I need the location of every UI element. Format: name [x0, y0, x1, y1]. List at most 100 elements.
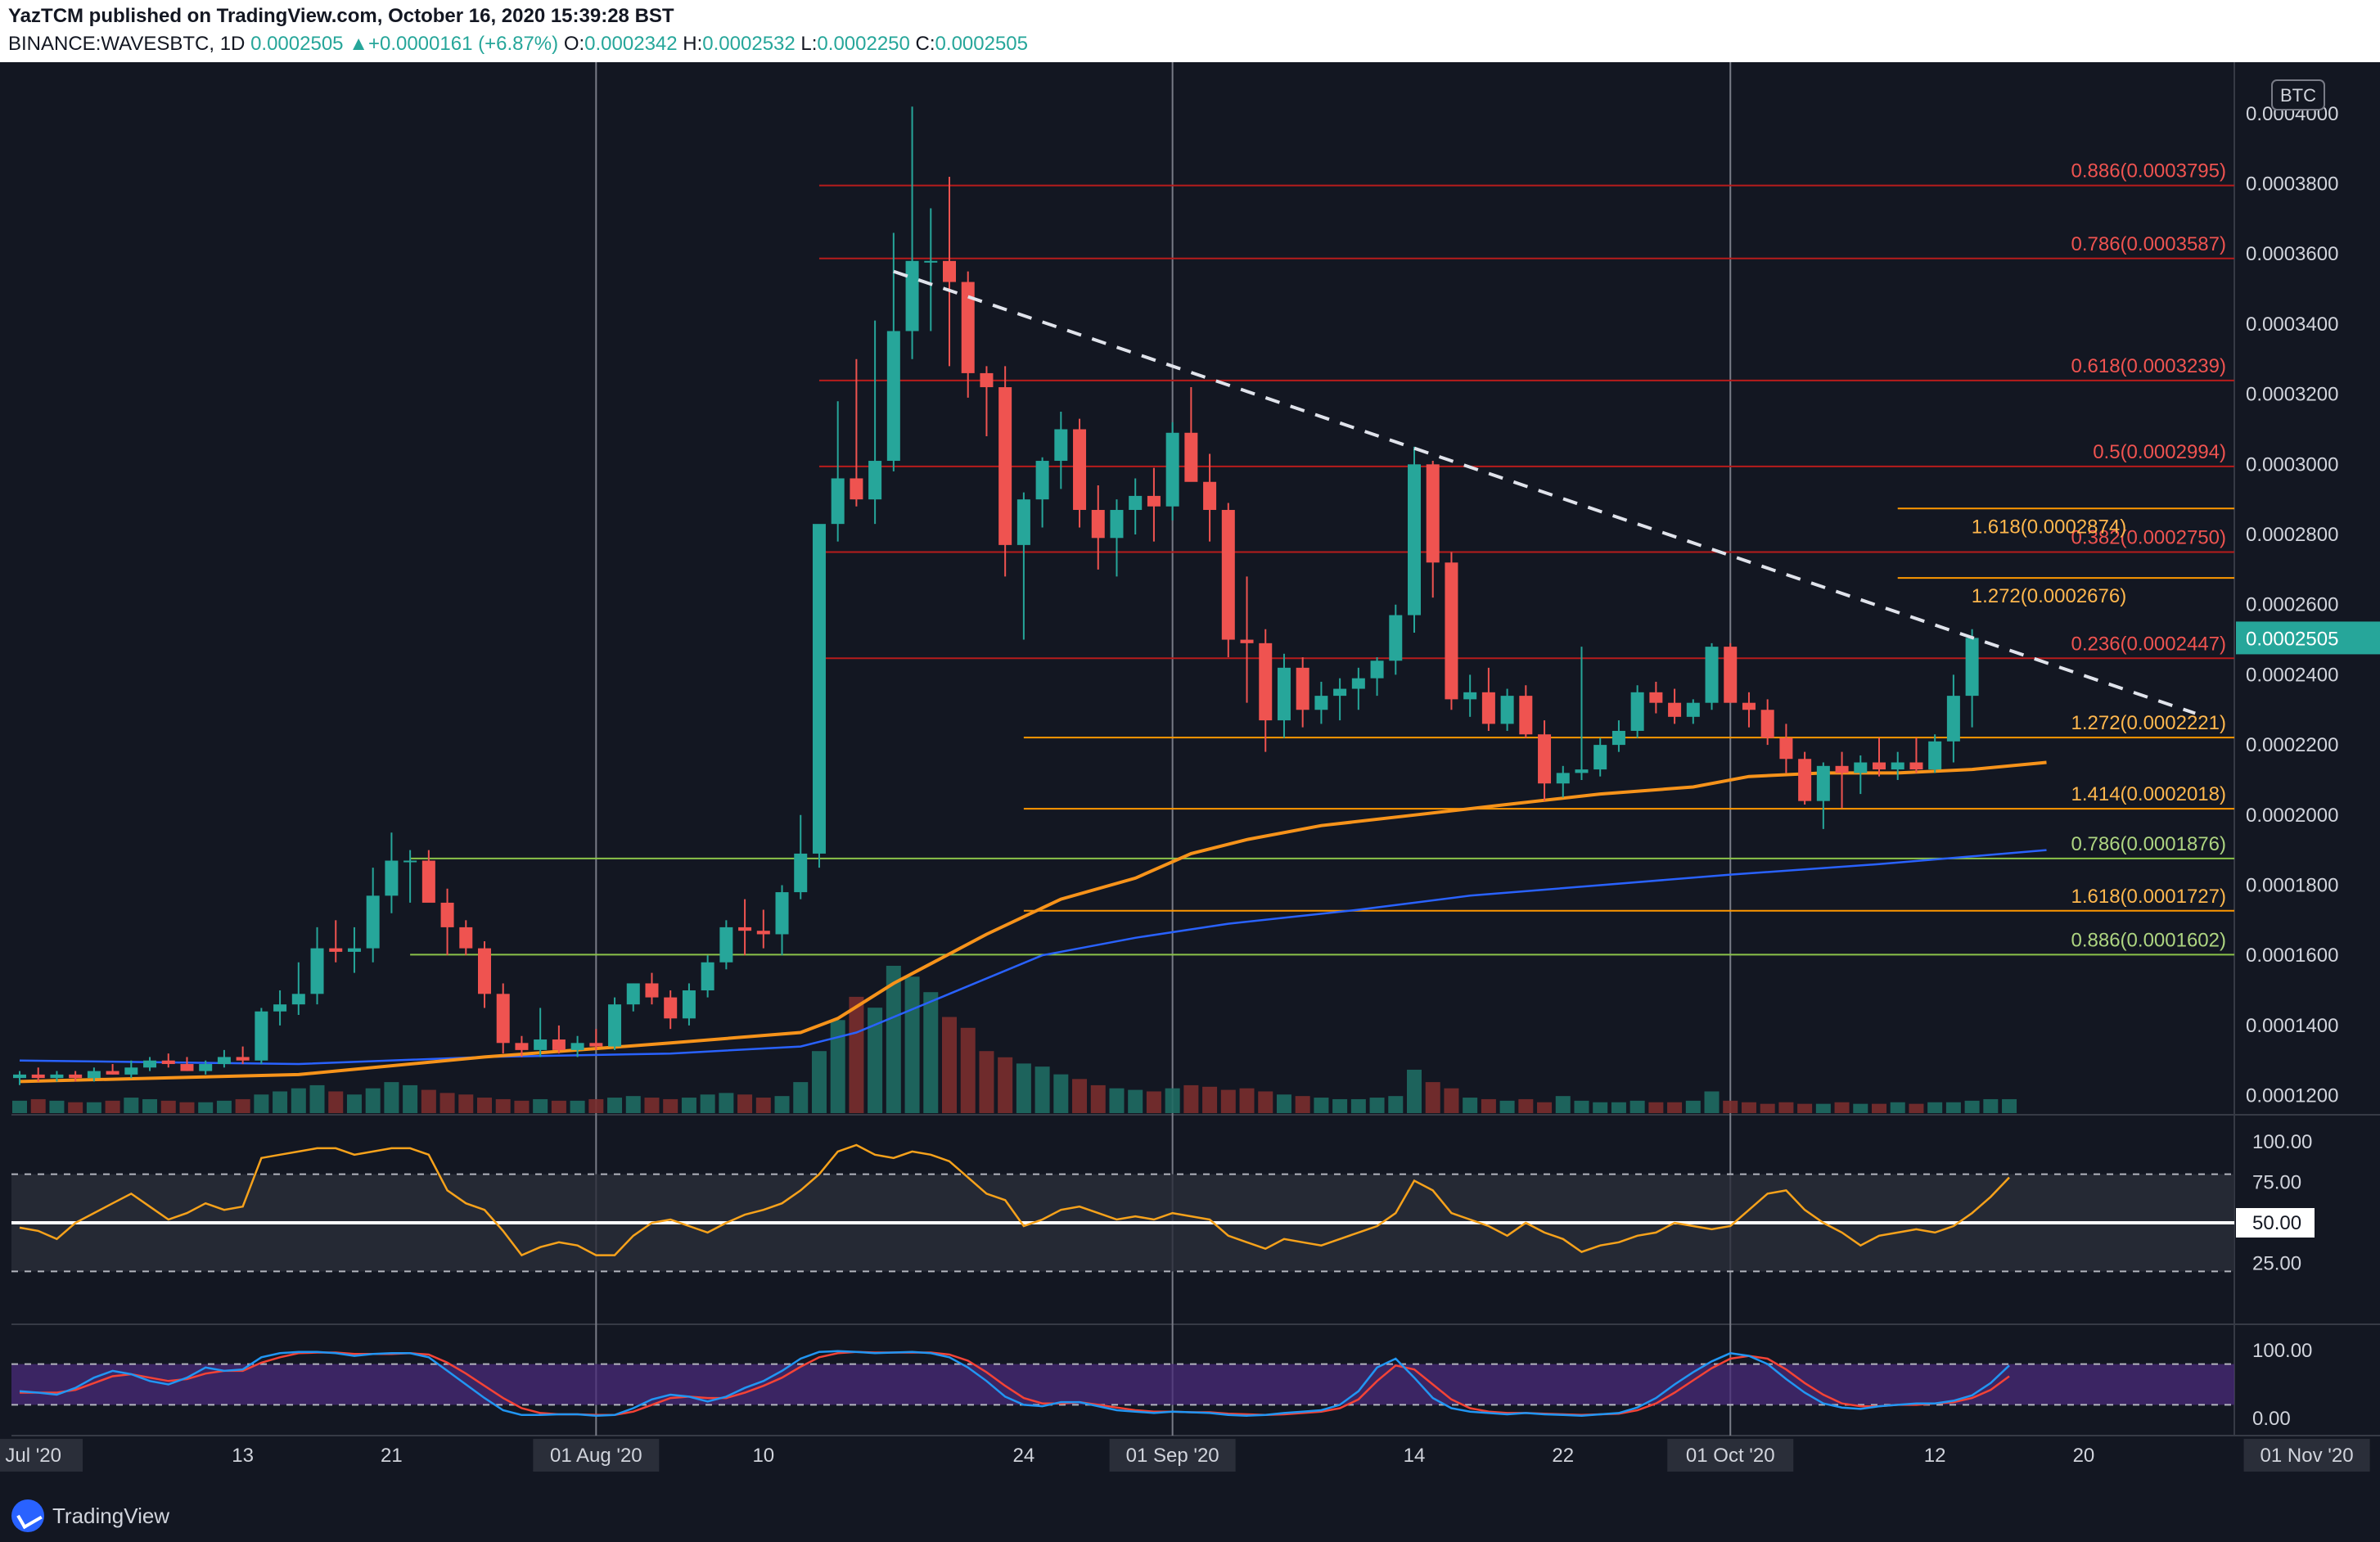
volume-bar — [1611, 1102, 1626, 1113]
volume-bar — [811, 1051, 827, 1113]
price-tick-label: 0.0001600 — [2246, 945, 2338, 967]
symbol-label[interactable]: BINANCE:WAVESBTC, 1D — [8, 33, 246, 55]
volume-bar — [1109, 1088, 1125, 1113]
candle-body — [1351, 678, 1365, 689]
volume-bar — [1258, 1091, 1273, 1113]
publisher-line: YazTCM published on TradingView.com, Oct… — [8, 5, 674, 27]
price-chart[interactable]: 0.00040000.00038000.00036000.00034000.00… — [0, 62, 2380, 1488]
volume-bar — [86, 1102, 101, 1113]
volume-bar — [403, 1084, 418, 1113]
volume-bar — [1834, 1102, 1850, 1113]
stoch-band — [11, 1364, 2234, 1405]
candle-body — [664, 997, 678, 1019]
volume-bar — [1815, 1103, 1831, 1113]
candle-body — [236, 1057, 250, 1061]
volume-bar — [309, 1084, 325, 1113]
candle-body — [69, 1074, 83, 1079]
close-label: C: — [915, 33, 935, 55]
candle-body — [366, 895, 380, 949]
candle-body — [719, 927, 733, 963]
volume-bar — [663, 1098, 678, 1113]
volume-bar — [1537, 1102, 1553, 1113]
currency-badge — [2271, 79, 2325, 110]
candle-body — [1463, 692, 1477, 700]
volume-bar — [105, 1100, 120, 1113]
volume-bar — [1797, 1103, 1813, 1113]
candle-body — [1593, 745, 1607, 770]
candle-body — [1611, 730, 1625, 746]
volume-bar — [514, 1100, 530, 1113]
close-value: 0.0002505 — [935, 33, 1028, 55]
candle-body — [943, 260, 956, 282]
candle-body — [1556, 773, 1570, 784]
volume-bar — [216, 1100, 232, 1113]
volume-bar — [570, 1100, 585, 1113]
tradingview-logo[interactable]: TradingView — [11, 1499, 169, 1532]
candle-body — [570, 1043, 584, 1050]
rsi-midline-tag — [2236, 1208, 2315, 1238]
open-value: 0.0002342 — [584, 33, 678, 55]
fib-level-label: 0.382(0.0002750) — [2071, 526, 2227, 548]
candle-body — [980, 372, 994, 388]
high-label: H: — [683, 33, 703, 55]
candle-body — [1909, 762, 1923, 770]
candle-body — [1946, 696, 1960, 742]
candle-body — [217, 1057, 231, 1065]
candle-body — [1016, 499, 1030, 545]
volume-bar — [1332, 1098, 1348, 1113]
candle-body — [161, 1060, 175, 1065]
candle-body — [905, 260, 919, 331]
rsi-line — [19, 1143, 2010, 1257]
time-label-box — [533, 1439, 660, 1472]
candle-body — [1779, 737, 1793, 760]
fib-level-label: 1.272(0.0002221) — [2071, 712, 2227, 734]
volume-bar — [179, 1102, 195, 1113]
candle-body — [50, 1074, 64, 1079]
candle-body — [1742, 702, 1756, 710]
candle-body — [1873, 762, 1886, 770]
candle-body — [1073, 429, 1087, 511]
candle-body — [1705, 647, 1719, 703]
candle-body — [291, 994, 305, 1005]
volume-bar — [1034, 1066, 1050, 1113]
candle-body — [1389, 615, 1403, 661]
candle-body — [924, 260, 938, 263]
time-tick-label: 12 — [1924, 1445, 1946, 1467]
candle-body — [106, 1071, 119, 1075]
candle-body — [1668, 702, 1682, 717]
candle-body — [998, 387, 1012, 545]
time-tick-label: 01 Oct '20 — [1686, 1445, 1775, 1467]
price-change: +0.0000161 (+6.87%) — [367, 33, 559, 55]
time-tick-label: 01 Jul '20 — [0, 1445, 61, 1467]
candle-body — [1481, 692, 1495, 724]
volume-bar — [1704, 1091, 1720, 1113]
last-price: 0.0002505 — [250, 33, 344, 55]
volume-bar — [1574, 1100, 1589, 1113]
candle-body — [199, 1064, 213, 1071]
price-tick-label: 0.0002000 — [2246, 805, 2338, 827]
candle-body — [329, 948, 343, 952]
volume-bar — [1276, 1094, 1291, 1113]
volume-bar — [923, 992, 939, 1113]
volume-bar — [625, 1096, 641, 1113]
volume-bar — [384, 1082, 399, 1113]
stoch-axis-label: 100.00 — [2252, 1340, 2312, 1362]
volume-bar — [1369, 1098, 1385, 1113]
volume-bar — [1518, 1098, 1534, 1113]
time-tick-label: 01 Nov '20 — [2261, 1445, 2354, 1467]
candle-body — [1630, 692, 1644, 731]
volume-bar — [1909, 1103, 1924, 1113]
volume-bar — [868, 1008, 883, 1113]
time-label-box — [1109, 1439, 1236, 1472]
volume-bar — [198, 1102, 214, 1113]
volume-bar — [68, 1102, 83, 1113]
volume-bar — [1648, 1102, 1664, 1113]
candle-body — [255, 1011, 268, 1061]
candle-body — [1408, 464, 1421, 615]
volume-bar — [421, 1089, 436, 1113]
stoch-k-line — [19, 1350, 2010, 1417]
price-tick-label: 0.0001800 — [2246, 874, 2338, 896]
volume-bar — [1945, 1102, 1961, 1113]
candle-body — [1277, 667, 1291, 721]
volume-bar — [774, 1096, 790, 1113]
